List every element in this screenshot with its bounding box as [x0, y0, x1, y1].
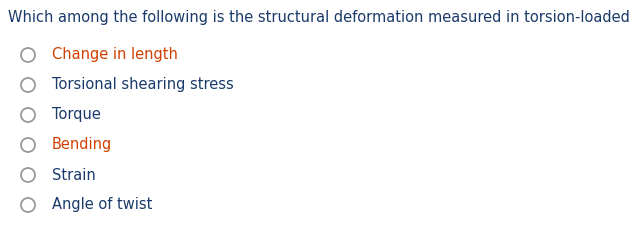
Text: Strain: Strain — [52, 167, 96, 182]
Text: Torsional shearing stress: Torsional shearing stress — [52, 78, 234, 93]
Text: Angle of twist: Angle of twist — [52, 198, 152, 212]
Text: Which among the following is the structural deformation measured in torsion-load: Which among the following is the structu… — [8, 10, 634, 25]
Text: Torque: Torque — [52, 107, 101, 122]
Text: Bending: Bending — [52, 138, 112, 153]
Text: Change in length: Change in length — [52, 47, 178, 62]
